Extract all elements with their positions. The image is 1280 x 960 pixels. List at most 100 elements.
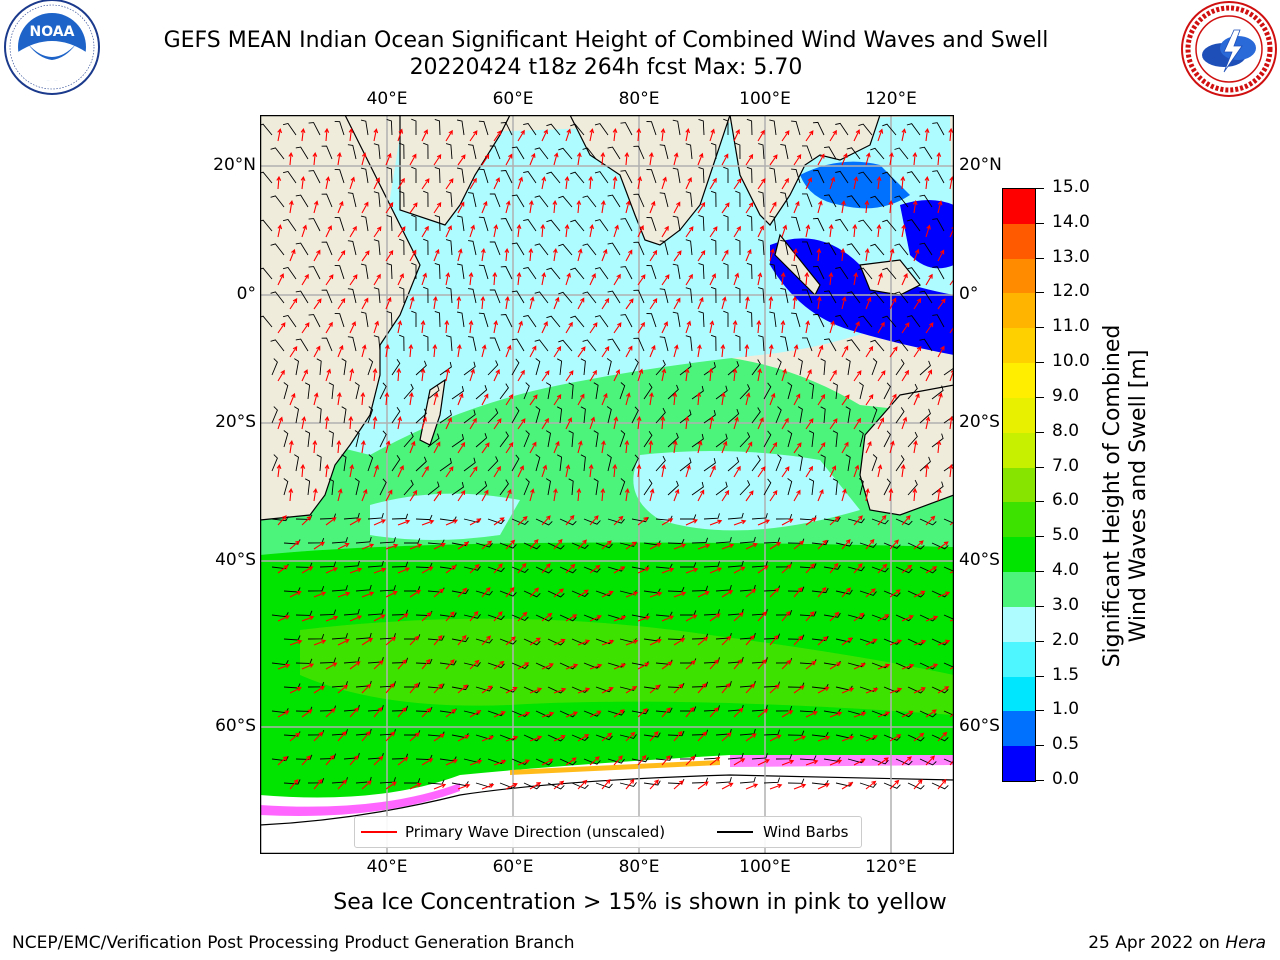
wind-barb <box>260 219 273 232</box>
wave-direction-arrow <box>565 514 575 526</box>
wave-direction-arrow <box>901 710 914 718</box>
wind-barb <box>907 782 925 790</box>
wave-direction-arrow <box>541 176 547 190</box>
wave-direction-arrow <box>325 754 335 766</box>
wind-barb <box>845 406 851 424</box>
wind-barb <box>870 339 885 352</box>
wave-direction-arrow <box>733 758 746 766</box>
wind-barb <box>451 685 469 691</box>
wave-direction-arrow <box>853 272 859 286</box>
wind-barb <box>758 191 765 208</box>
wave-direction-arrow <box>841 687 855 694</box>
wind-barb <box>457 167 465 184</box>
wind-barb <box>500 314 513 328</box>
wind-barb <box>715 385 728 400</box>
wave-direction-arrow <box>277 273 284 286</box>
colorbar-tickmark-7 <box>1036 536 1044 538</box>
wind-barb <box>735 286 741 304</box>
wind-barb <box>607 338 621 352</box>
lat-tick-right-4: 60°S <box>959 716 1000 736</box>
wind-barb <box>399 334 405 352</box>
wind-barb <box>463 662 481 667</box>
wave-direction-arrow <box>349 225 357 238</box>
wind-barb <box>680 514 697 520</box>
wind-barb <box>791 216 801 232</box>
wave-direction-arrow <box>312 439 318 454</box>
wave-direction-arrow <box>565 464 571 478</box>
wave-direction-arrow <box>385 543 399 550</box>
wave-direction-arrow <box>613 416 619 430</box>
wind-barb <box>835 122 849 136</box>
wind-barb <box>403 431 414 448</box>
wave-direction-arrow <box>673 638 686 646</box>
wave-direction-arrow <box>325 274 334 286</box>
wave-direction-arrow <box>793 735 807 742</box>
wave-direction-arrow <box>661 464 667 478</box>
wave-direction-arrow <box>480 247 486 262</box>
wave-direction-arrow <box>853 758 866 766</box>
wave-direction-arrow <box>493 465 501 478</box>
wave-direction-arrow <box>937 731 948 742</box>
wind-barb <box>735 238 741 256</box>
wind-barb <box>859 542 877 548</box>
wave-direction-arrow <box>924 175 930 190</box>
wind-barb <box>347 144 357 160</box>
wave-direction-arrow <box>697 543 711 550</box>
wind-barb <box>931 734 949 742</box>
wave-direction-arrow <box>469 368 475 382</box>
wind-barb <box>811 779 829 786</box>
legend-wind-barbs: Wind Barbs <box>763 823 849 841</box>
wave-direction-arrow <box>925 755 935 766</box>
wave-direction-arrow <box>493 418 502 430</box>
wave-direction-arrow <box>625 392 631 406</box>
wind-barb <box>811 539 829 546</box>
wave-direction-arrow <box>901 224 907 238</box>
wave-direction-arrow <box>637 225 644 238</box>
wave-direction-arrow <box>385 781 397 790</box>
wind-barb <box>594 171 609 184</box>
wind-barb <box>568 382 574 400</box>
wind-barb <box>824 338 837 352</box>
wave-direction-arrow <box>396 367 402 382</box>
wind-barb <box>556 454 563 472</box>
wave-direction-arrow <box>529 539 539 550</box>
wave-direction-arrow <box>625 778 635 790</box>
wind-barb <box>775 753 793 760</box>
wind-barb <box>882 315 897 328</box>
wind-barb <box>558 147 573 160</box>
wave-direction-arrow <box>325 176 331 190</box>
colorbar-tickmark-2 <box>1036 710 1044 712</box>
wave-direction-arrow <box>721 153 729 166</box>
wind-barb <box>723 166 729 183</box>
wave-direction-arrow <box>937 298 946 310</box>
colorbar-cell-8 <box>1003 467 1035 503</box>
wave-direction-arrow <box>516 223 522 238</box>
wind-barb <box>607 194 621 208</box>
wind-barb <box>427 683 445 689</box>
wave-direction-arrow <box>769 634 779 646</box>
wave-direction-arrow <box>781 610 791 622</box>
wave-direction-arrow <box>457 734 470 742</box>
wave-direction-arrow <box>445 129 453 142</box>
wind-barb <box>631 406 639 424</box>
wave-direction-arrow <box>481 685 493 694</box>
wind-barb <box>593 382 599 400</box>
wave-direction-arrow <box>769 684 780 694</box>
wind-barb <box>919 518 937 526</box>
wave-direction-arrow <box>757 759 770 766</box>
wind-barb <box>415 754 433 761</box>
wind-barb <box>919 290 933 304</box>
wind-barb <box>703 513 720 520</box>
wave-direction-arrow <box>637 368 644 382</box>
wave-direction-arrow <box>421 272 428 286</box>
wind-barb <box>270 195 285 208</box>
wave-direction-arrow <box>349 274 358 286</box>
colorbar-tickmark-9 <box>1036 466 1044 468</box>
sea-ice-note: Sea Ice Concentration > 15% is shown in … <box>333 890 947 915</box>
wind-barb <box>680 706 697 712</box>
wind-barb <box>457 119 465 136</box>
wave-direction-arrow <box>817 200 823 214</box>
wave-direction-arrow <box>637 708 648 718</box>
wave-direction-arrow <box>553 588 564 598</box>
wind-barb <box>547 542 565 550</box>
